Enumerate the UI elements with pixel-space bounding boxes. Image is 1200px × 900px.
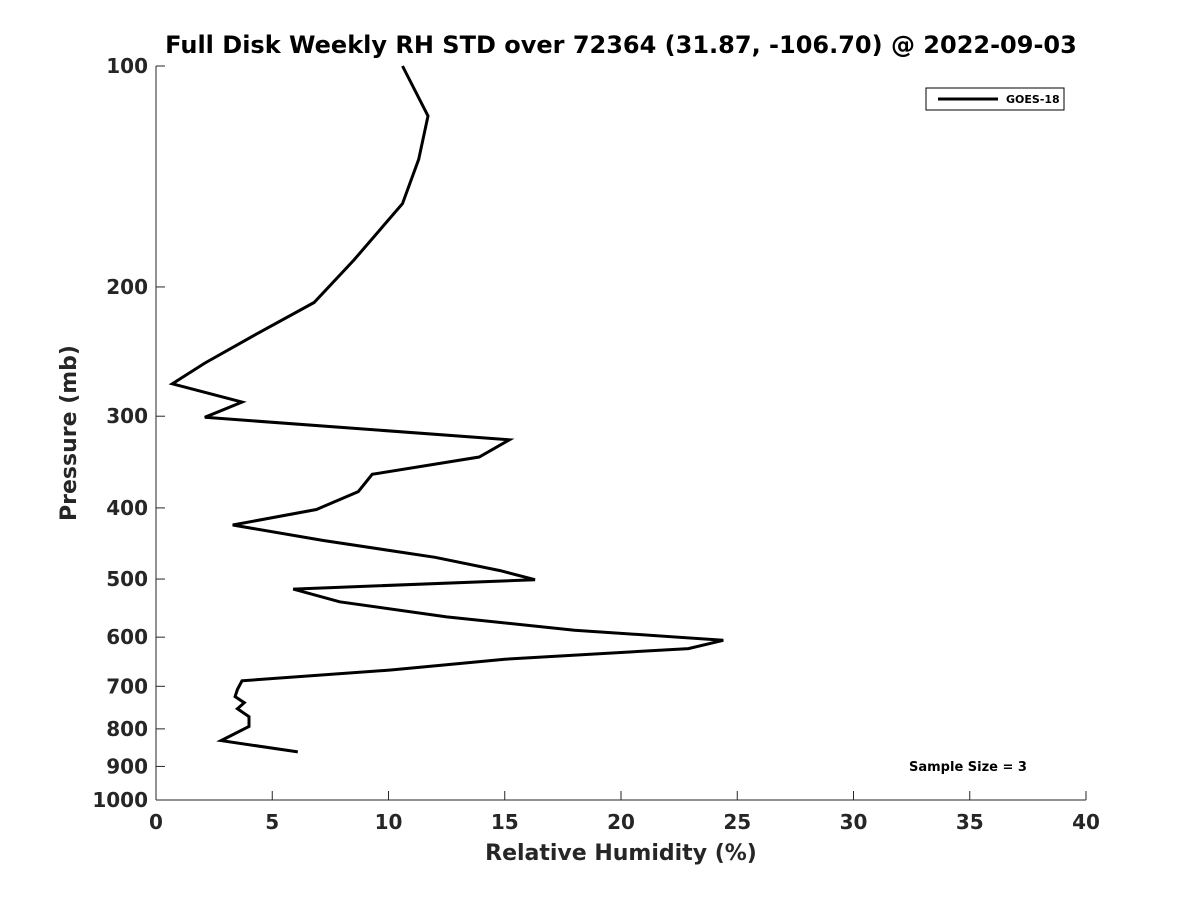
legend: GOES-18 — [925, 87, 1065, 111]
y-tick-label: 800 — [106, 717, 148, 741]
y-axis-ticks: 100 200 300 400 500 600 700 800 900 1000 — [92, 54, 165, 812]
x-tick-label: 15 — [491, 810, 519, 834]
x-tick-label: 40 — [1072, 810, 1100, 834]
legend-entry-goes-18: GOES-18 — [1006, 93, 1060, 106]
y-tick-label: 100 — [106, 54, 148, 78]
x-tick-label: 10 — [375, 810, 403, 834]
y-tick-label: 300 — [106, 404, 148, 428]
x-axis-label: Relative Humidity (%) — [485, 841, 757, 866]
x-tick-label: 5 — [265, 810, 279, 834]
x-tick-label: 0 — [149, 810, 163, 834]
x-axis-ticks: 0 5 10 15 20 25 30 35 40 — [149, 791, 1100, 834]
x-tick-label: 35 — [956, 810, 984, 834]
y-tick-label: 200 — [106, 275, 148, 299]
y-tick-label: 900 — [106, 754, 148, 778]
x-tick-label: 25 — [723, 810, 751, 834]
y-tick-label: 1000 — [92, 788, 148, 812]
x-tick-label: 20 — [607, 810, 635, 834]
y-axis-label: Pressure (mb) — [57, 345, 82, 521]
x-tick-label: 30 — [840, 810, 868, 834]
plot-area — [168, 65, 724, 754]
series-line-goes-18 — [168, 65, 724, 754]
chart-title: Full Disk Weekly RH STD over 72364 (31.8… — [165, 31, 1077, 59]
y-tick-label: 700 — [106, 674, 148, 698]
y-tick-label: 400 — [106, 496, 148, 520]
y-tick-label: 600 — [106, 625, 148, 649]
y-tick-label: 500 — [106, 567, 148, 591]
sample-size-annotation: Sample Size = 3 — [909, 760, 1027, 775]
